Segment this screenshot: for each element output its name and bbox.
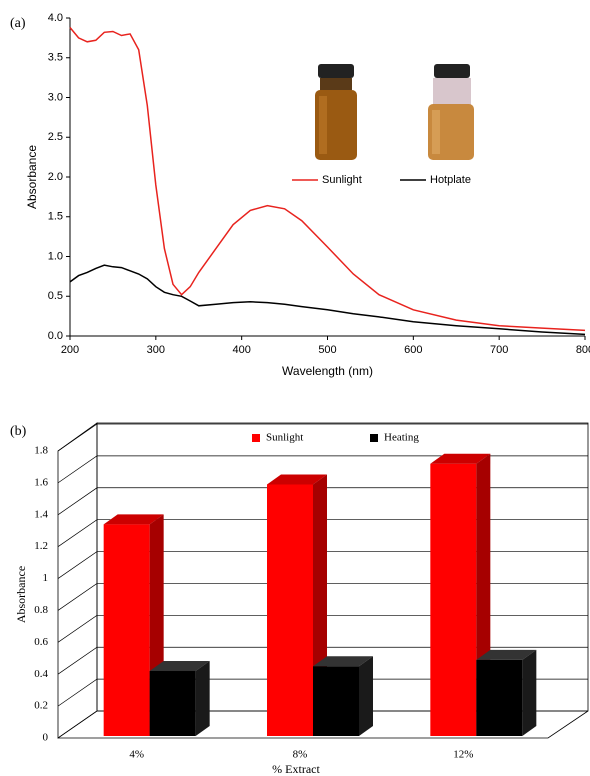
vial-photo bbox=[315, 64, 357, 160]
x-axis-title: % Extract bbox=[272, 762, 320, 776]
figure: (a) 0.0 0.5 1.0 1.5 2.0 2.5 3.0 3.5 4.0 200 300 400 5… bbox=[0, 0, 590, 776]
legend-label: Sunlight bbox=[266, 432, 303, 444]
y-axis-title: Absorbance bbox=[14, 566, 28, 623]
y-tick-label: 1.8 bbox=[34, 445, 48, 457]
bar-side bbox=[196, 661, 210, 736]
panel-label: (b) bbox=[10, 424, 27, 439]
x-tick-label: 700 bbox=[490, 344, 508, 356]
y-tick-label: 1.4 bbox=[34, 508, 48, 520]
y-tick-label: 0.4 bbox=[34, 668, 48, 680]
y-tick-label: 1.5 bbox=[48, 211, 63, 223]
vial-photo bbox=[428, 64, 474, 160]
bar-front bbox=[104, 524, 150, 736]
y-tick-label: 1.6 bbox=[34, 476, 48, 488]
legend-swatch bbox=[252, 434, 260, 442]
y-tick-label: 0.8 bbox=[34, 604, 48, 616]
legend-swatch bbox=[370, 434, 378, 442]
x-tick-label: 400 bbox=[232, 344, 250, 356]
y-tick-label: 2.0 bbox=[48, 171, 63, 183]
x-tick-label: 8% bbox=[293, 749, 308, 761]
y-tick-label: 0 bbox=[43, 732, 49, 744]
bar-front bbox=[430, 464, 476, 736]
page: (a) 0.0 0.5 1.0 1.5 2.0 2.5 3.0 3.5 4.0 200 300 400 5… bbox=[0, 0, 590, 776]
side-wall bbox=[58, 423, 97, 738]
y-tick-label: 1 bbox=[43, 572, 49, 584]
y-tick-label: 0.2 bbox=[34, 700, 48, 712]
x-tick-label: 4% bbox=[129, 749, 144, 761]
y-tick-label: 0.6 bbox=[34, 636, 48, 648]
x-tick-label: 200 bbox=[61, 344, 79, 356]
x-axis-title: Wavelength (nm) bbox=[282, 364, 373, 378]
y-tick-label: 3.5 bbox=[48, 52, 63, 64]
bar-front bbox=[150, 671, 196, 736]
legend-label: Hotplate bbox=[430, 174, 471, 186]
x-tick-label: 600 bbox=[404, 344, 422, 356]
x-tick-label: 500 bbox=[318, 344, 336, 356]
y-axis-title: Absorbance bbox=[25, 145, 39, 209]
bar-front bbox=[313, 666, 359, 736]
legend-label: Heating bbox=[384, 432, 419, 444]
legend-label: Sunlight bbox=[322, 174, 362, 186]
bar-side bbox=[522, 650, 536, 736]
y-tick-label: 1.2 bbox=[34, 540, 48, 552]
bar-side bbox=[359, 656, 373, 736]
y-tick-label: 1.0 bbox=[48, 250, 63, 262]
bar-front bbox=[267, 484, 313, 736]
bar-front bbox=[476, 660, 522, 736]
y-tick-label: 2.5 bbox=[48, 131, 63, 143]
data-line bbox=[70, 265, 585, 334]
x-tick-label: 12% bbox=[453, 749, 473, 761]
y-tick-label: 0.5 bbox=[48, 290, 63, 302]
y-tick-label: 3.0 bbox=[48, 91, 63, 103]
panel-label: (a) bbox=[10, 16, 26, 31]
grid-line bbox=[58, 424, 588, 451]
y-tick-label: 4.0 bbox=[48, 12, 63, 24]
x-tick-label: 800 bbox=[576, 344, 590, 356]
x-tick-label: 300 bbox=[147, 344, 165, 356]
y-tick-label: 0.0 bbox=[48, 330, 63, 342]
